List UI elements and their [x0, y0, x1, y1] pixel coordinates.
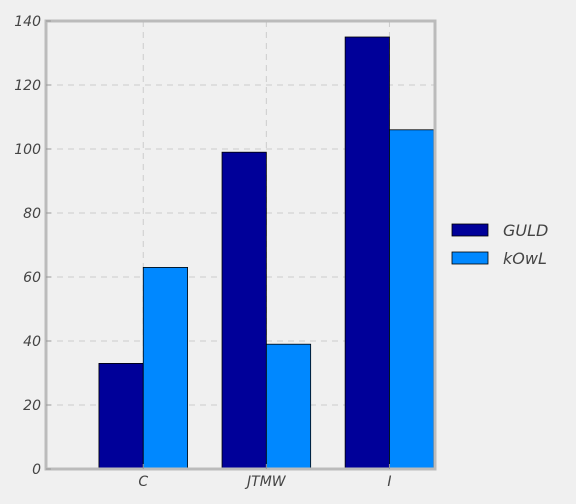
y-tick-label: 140: [14, 14, 41, 30]
bar-kOwL-JTMW: [265, 343, 312, 470]
y-tick-label: 40: [23, 334, 41, 350]
plot-frame: [44, 19, 437, 471]
legend: GULD kOwL: [451, 221, 548, 268]
bar-GULD-C: [98, 362, 144, 470]
y-tick-label: 80: [23, 206, 41, 222]
bar-GULD-JTMW: [221, 151, 267, 470]
axis-ticks: 0 20 40 60 80 100 120 140 C JTMW I: [14, 14, 391, 490]
legend-label: kOwL: [503, 249, 547, 268]
y-tick-label: 100: [14, 142, 41, 158]
bar-GULD-I: [344, 36, 390, 470]
y-tick-label: 0: [32, 462, 41, 478]
y-tick-label: 60: [23, 270, 41, 286]
legend-swatch: [451, 251, 489, 265]
bars: [98, 36, 435, 470]
legend-label: GULD: [503, 221, 548, 240]
x-tick-label: C: [138, 474, 148, 490]
y-tick-label: 20: [23, 398, 41, 414]
legend-swatch: [451, 223, 489, 237]
x-tick-label: I: [387, 474, 391, 490]
y-tick-label: 120: [14, 78, 41, 94]
bar-kOwL-C: [142, 266, 188, 470]
x-tick-label: JTMW: [244, 474, 287, 490]
bar-kOwL-I: [389, 129, 435, 470]
